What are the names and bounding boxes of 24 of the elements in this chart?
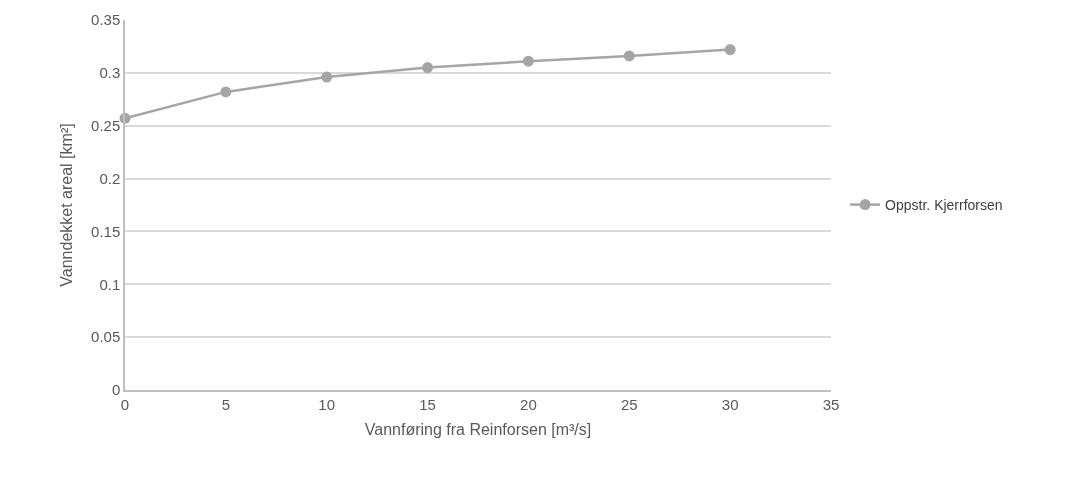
point	[321, 71, 333, 83]
x-tick-label: 30	[721, 395, 739, 413]
y-tick-label: 0.35	[91, 11, 121, 29]
x-axis-title: Vannføring fra Reinforsen [m³/s]	[364, 420, 592, 438]
y-tick-label: 0.05	[91, 328, 121, 346]
x-tick-label: 5	[221, 395, 231, 413]
x-tick-label: 25	[620, 395, 638, 413]
x-tick-label: 10	[318, 395, 336, 413]
y-tick-label: 0.1	[99, 275, 121, 293]
point	[220, 86, 232, 98]
y-tick-label: 0	[111, 381, 121, 399]
y-tick-label: 0.15	[91, 222, 121, 240]
point	[522, 55, 534, 67]
point	[422, 62, 434, 74]
point	[724, 44, 736, 56]
y-tick-label: 0.2	[99, 169, 121, 187]
point	[623, 50, 635, 62]
y-axis-title: Vanndekket areal [km²]	[58, 123, 76, 287]
x-tick-label: 35	[822, 395, 840, 413]
y-tick-label: 0.3	[99, 64, 121, 82]
y-tick-label: 0.25	[91, 116, 121, 134]
x-tick-label: 20	[520, 395, 537, 413]
legend-label: Oppstr. Kjerrforsen	[885, 197, 1003, 214]
x-tick-label: 15	[419, 395, 436, 413]
